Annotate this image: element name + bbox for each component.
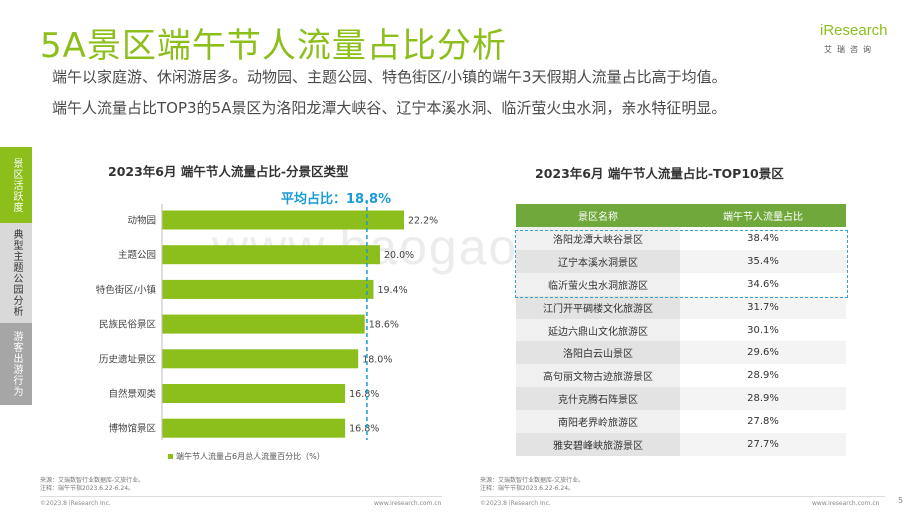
bar	[162, 418, 346, 438]
note-line: 注释：端午节指2023.6.22-6.24。	[40, 485, 135, 492]
source-line: 来源：艾瑞数智行业数据库-文旅行业。	[480, 477, 585, 484]
bar	[162, 384, 346, 403]
scenic-name-cell: 克什克腾石阵景区	[516, 387, 680, 411]
source-line: 来源：艾瑞数智行业数据库-文旅行业。	[40, 477, 145, 484]
category-label: 特色街区/小镇	[96, 284, 157, 296]
side-tab-scenic-activity[interactable]: 景区活跃度	[0, 147, 32, 223]
scenic-name-cell: 高句丽文物古迹旅游景区	[516, 364, 680, 388]
share-value-cell: 30.1%	[680, 318, 846, 342]
scenic-name-cell: 临沂萤火虫水洞旅游区	[516, 272, 680, 296]
value-label: 20.0%	[384, 250, 414, 261]
side-tab-tourist-behavior[interactable]: 游客出游行为	[0, 323, 32, 405]
column-header-share: 端午节人流量占比	[680, 204, 846, 227]
value-label: 16.8%	[349, 389, 379, 400]
table-row: 临沂萤火虫水洞旅游区 34.6%	[516, 272, 846, 296]
share-value-cell: 28.9%	[680, 387, 846, 411]
category-label: 动物园	[127, 215, 156, 227]
bar-chart-legend: 端午节人流量占6月总人流量百分比（%）	[168, 451, 325, 462]
bar	[162, 349, 359, 369]
bar-chart: 动物园 22.2% 主题公园 20.0% 特色街区/小镇 19.4% 民族民俗景区 18.6%…	[96, 200, 438, 440]
table-header-row: 景区名称 端午节人流量占比	[516, 204, 846, 227]
value-label: 18.6%	[369, 320, 399, 331]
bar-chart-title: 2023年6月 端午节人流量占比-分景区类型	[108, 164, 349, 179]
table-row: 延边六鼎山文化旅游区 30.1%	[516, 318, 846, 342]
footer-divider-right	[480, 496, 885, 497]
table-row: 洛阳白云山景区 29.6%	[516, 341, 846, 365]
copyright-left: ©2023.8 iResearch Inc.	[40, 500, 111, 507]
scenic-name-cell: 江门开平碉楼文化旅游区	[516, 295, 680, 319]
share-value-cell: 27.8%	[680, 410, 846, 434]
scenic-name-cell: 南阳老界岭旅游区	[516, 410, 680, 434]
share-value-cell: 38.4%	[680, 227, 846, 250]
page-title: 5A景区端午节人流量占比分析	[40, 26, 507, 66]
share-value-cell: 28.9%	[680, 364, 846, 388]
table-row: 雅安碧峰峡旅游景区 27.7%	[516, 433, 846, 456]
category-label: 历史遗址景区	[99, 353, 157, 365]
bar	[162, 210, 404, 230]
category-label: 民族民俗景区	[99, 319, 157, 331]
table-row: 克什克腾石阵景区 28.9%	[516, 387, 846, 411]
legend-label: 端午节人流量占6月总人流量百分比（%）	[176, 452, 325, 461]
summary-paragraph-1: 端午以家庭游、休闲游居多。动物园、主题公园、特色街区/小镇的端午3天假期人流量占…	[52, 68, 727, 86]
share-value-cell: 31.7%	[680, 295, 846, 319]
bar	[162, 314, 365, 334]
value-label: 16.8%	[349, 424, 379, 435]
top10-table: 景区名称 端午节人流量占比 洛阳龙潭大峡谷景区 38.4% 辽宁本溪水洞景区 35.4…	[516, 204, 846, 456]
share-value-cell: 34.6%	[680, 272, 846, 296]
share-value-cell: 29.6%	[680, 341, 846, 365]
table-row: 辽宁本溪水洞景区 35.4%	[516, 249, 846, 273]
scenic-name-cell: 洛阳龙潭大峡谷景区	[516, 227, 680, 250]
average-label: 平均占比：18.8%	[281, 192, 392, 207]
table-title: 2023年6月 端午节人流量占比-TOP10景区	[535, 166, 784, 181]
table-body: 洛阳龙潭大峡谷景区 38.4% 辽宁本溪水洞景区 35.4% 临沂萤火虫水洞旅游区 34.…	[516, 227, 846, 456]
table-row: 高句丽文物古迹旅游景区 28.9%	[516, 364, 846, 388]
scenic-name-cell: 洛阳白云山景区	[516, 341, 680, 365]
value-label: 19.4%	[377, 285, 407, 296]
category-label: 博物馆景区	[108, 423, 156, 435]
summary-paragraph-2: 端午人流量占比TOP3的5A景区为洛阳龙潭大峡谷、辽宁本溪水洞、临沂萤火虫水洞，…	[52, 99, 727, 117]
copyright-right: ©2023.8 iResearch Inc.	[480, 500, 551, 507]
scenic-name-cell: 辽宁本溪水洞景区	[516, 249, 680, 273]
url-left[interactable]: www.iresearch.com.cn	[374, 500, 442, 507]
bar	[162, 279, 374, 299]
legend-swatch	[168, 454, 173, 459]
table-row: 洛阳龙潭大峡谷景区 38.4%	[516, 227, 846, 250]
value-label: 22.2%	[408, 216, 438, 227]
source-note-right: 来源：艾瑞数智行业数据库-文旅行业。 注释：端午节指2023.6.22-6.24…	[480, 477, 584, 493]
note-line: 注释：端午节指2023.6.22-6.24。	[480, 485, 575, 492]
page-number: 5	[898, 496, 904, 505]
side-tab-nav: 景区活跃度 典型主题公园分析 游客出游行为	[0, 147, 32, 405]
logo-word: iResearch	[820, 22, 888, 39]
source-note-left: 来源：艾瑞数智行业数据库-文旅行业。 注释：端午节指2023.6.22-6.24…	[40, 477, 144, 493]
share-value-cell: 35.4%	[680, 249, 846, 273]
column-header-name: 景区名称	[516, 204, 680, 227]
url-right[interactable]: www.iresearch.com.cn	[812, 500, 880, 507]
bar	[162, 245, 380, 265]
table-row: 江门开平碉楼文化旅游区 31.7%	[516, 295, 846, 319]
footer-divider-left	[40, 496, 442, 497]
logo-cn-text: 艾瑞咨询	[824, 45, 876, 54]
scenic-name-cell: 延边六鼎山文化旅游区	[516, 318, 680, 342]
share-value-cell: 27.7%	[680, 433, 846, 456]
table-row: 南阳老界岭旅游区 27.8%	[516, 410, 846, 434]
scenic-name-cell: 雅安碧峰峡旅游景区	[516, 433, 680, 456]
category-label: 自然景观类	[108, 388, 156, 400]
category-label: 主题公园	[118, 249, 156, 261]
iresearch-logo: iResearch 艾瑞咨询	[812, 22, 902, 58]
value-label: 18.0%	[362, 354, 392, 365]
side-tab-theme-park-analysis[interactable]: 典型主题公园分析	[0, 223, 32, 323]
